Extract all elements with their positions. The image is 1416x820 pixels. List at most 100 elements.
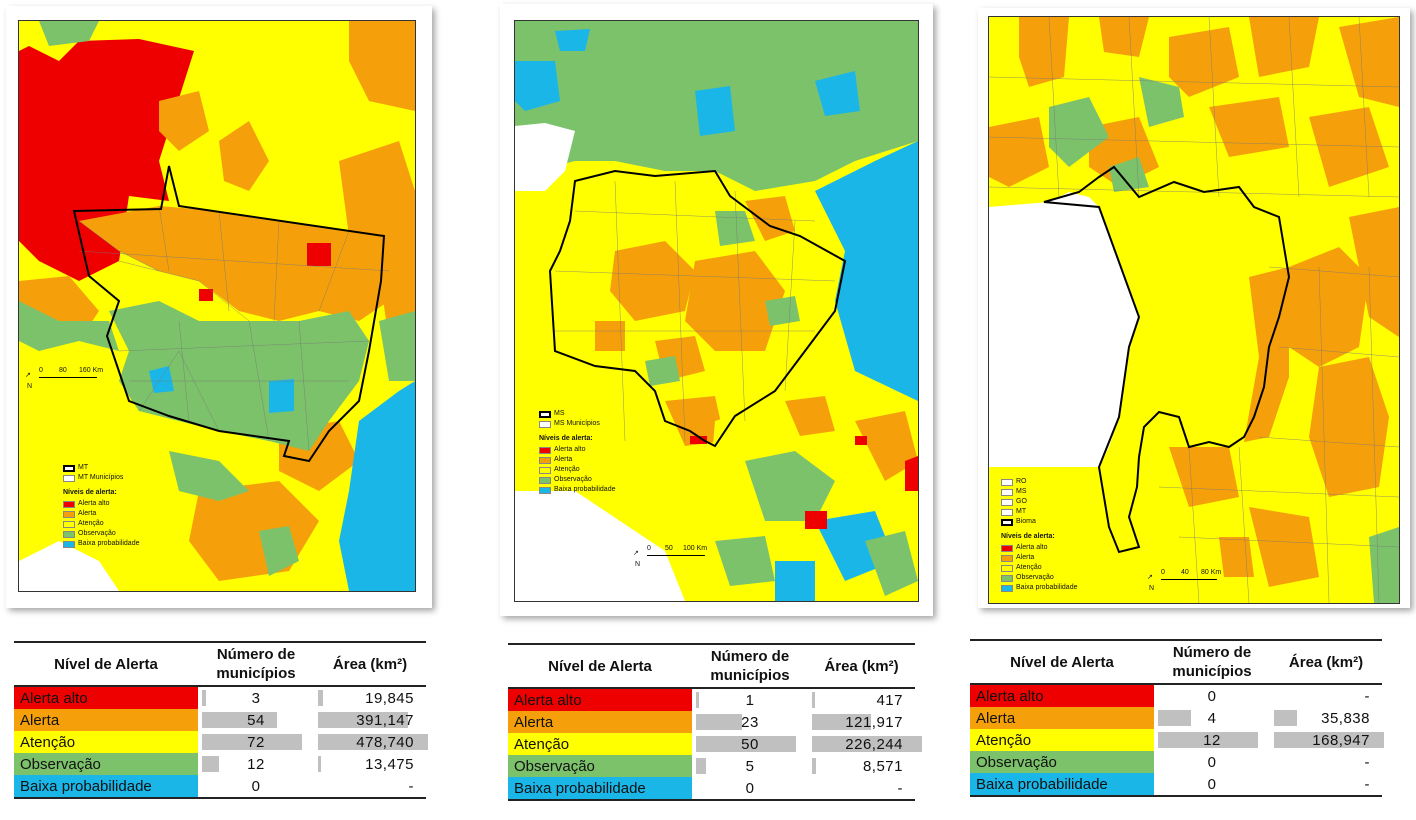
- legend-swatch-baixa: [1001, 584, 1013, 592]
- legend-municipios-swatch: [63, 474, 75, 482]
- table-header-row: Nível de Alerta Número de municípios Áre…: [970, 639, 1382, 685]
- area-databar: [812, 692, 815, 708]
- map-bioma: RO MS GO MT Bioma Níveis de alerta: Aler…: [988, 16, 1400, 604]
- map-ms-legend: MS MS Municípios Níveis de alerta: Alert…: [539, 409, 616, 495]
- table-header-row: Nível de Alerta Número de municípios Áre…: [508, 643, 915, 689]
- north-arrow-icon: ↗: [25, 372, 31, 379]
- legend-swatch-alerta: [1001, 554, 1013, 562]
- cell-area: 35,838: [1270, 707, 1382, 729]
- scale-tick-0: 0: [39, 367, 43, 374]
- legend-swatch-observacao: [1001, 574, 1013, 582]
- header-numero: Número de municípios: [1154, 639, 1270, 685]
- map-mt-legend: MT MT Municípios Níveis de alerta: Alert…: [63, 463, 140, 549]
- alert-table-mt: Nível de Alerta Número de municípios Áre…: [14, 641, 428, 799]
- area-databar: [1274, 732, 1384, 748]
- area-databar: [1274, 710, 1298, 726]
- legend-item: Observação: [554, 476, 592, 483]
- legend-title: Níveis de alerta:: [1001, 533, 1055, 540]
- legend-item: Baixa probabilidade: [1016, 584, 1078, 591]
- scale-line: [1161, 579, 1217, 580]
- area-value: 478,740: [356, 733, 414, 751]
- table-row: Atenção 12 168,947: [970, 729, 1384, 751]
- cell-area: 391,147: [314, 709, 426, 731]
- area-value: 121,917: [845, 713, 903, 731]
- scale-line: [647, 555, 705, 556]
- legend-swatch-alerta: [63, 510, 75, 518]
- area-value: 8,571: [862, 757, 903, 775]
- cell-area: 478,740: [314, 731, 428, 753]
- table-row: Alerta alto 3 19,845: [14, 686, 426, 709]
- legend-swatch-observacao: [63, 530, 75, 538]
- count-databar: [202, 734, 302, 750]
- count-databar: [202, 712, 277, 728]
- legend-item: Atenção: [554, 466, 580, 473]
- count-value: 0: [251, 777, 261, 795]
- cell-count: 1: [692, 688, 808, 711]
- map-ms-svg: [515, 21, 918, 601]
- alert-table-ms: Nível de Alerta Número de municípios Áre…: [508, 643, 922, 801]
- table-row: Baixa probabilidade 0 -: [14, 775, 426, 799]
- cell-level: Alerta alto: [970, 684, 1154, 707]
- area-value: 35,838: [1321, 709, 1370, 727]
- cell-count: 5: [692, 755, 808, 777]
- legend-swatch-alerta-alto: [539, 446, 551, 454]
- legend-item: Observação: [1016, 574, 1054, 581]
- cell-area: -: [1270, 684, 1382, 707]
- area-databar: [318, 690, 323, 706]
- cell-count: 0: [198, 775, 314, 799]
- scale-tick-1: 80: [59, 367, 67, 374]
- count-databar: [1158, 732, 1258, 748]
- scale-tick-1: 50: [665, 545, 673, 552]
- legend-swatch-observacao: [539, 476, 551, 484]
- header-nivel: Nível de Alerta: [14, 641, 198, 687]
- alert-table-bioma: Nível de Alerta Número de municípios Áre…: [970, 639, 1384, 797]
- cell-level: Alerta alto: [14, 686, 198, 709]
- area-databar: [318, 734, 428, 750]
- table-row: Baixa probabilidade 0 -: [970, 773, 1382, 797]
- legend-state-label: MT: [1016, 508, 1027, 515]
- cell-count: 3: [198, 686, 314, 709]
- count-databar: [696, 714, 742, 730]
- count-value: 12: [247, 755, 265, 773]
- table-row: Observação 0 -: [970, 751, 1382, 773]
- legend-item: Observação: [78, 530, 116, 537]
- table-body: Alerta alto 1 417 Alerta 23 121,917 Atenção 50 2…: [508, 688, 922, 801]
- area-value: -: [1364, 687, 1370, 705]
- legend-item: Baixa probabilidade: [78, 540, 140, 547]
- map-panel-ms: MS MS Municípios Níveis de alerta: Alert…: [500, 4, 933, 616]
- legend-state-swatch: [1001, 498, 1013, 506]
- count-value: 0: [1207, 753, 1217, 771]
- north-label: N: [635, 561, 641, 568]
- header-numero: Número de municípios: [198, 641, 314, 687]
- area-value: -: [408, 777, 414, 795]
- legend-boundary-swatch: [1001, 518, 1013, 526]
- cell-level: Baixa probabilidade: [14, 775, 198, 799]
- legend-municipios-label: MT Municípios: [78, 474, 124, 481]
- header-area: Área (km²): [808, 643, 915, 689]
- scale-tick-2: 160 Km: [79, 367, 104, 374]
- legend-swatch-alerta-alto: [63, 500, 75, 508]
- cell-count: 72: [198, 731, 314, 753]
- count-value: 4: [1207, 709, 1217, 727]
- count-value: 0: [1207, 775, 1217, 793]
- north-label: N: [27, 383, 33, 390]
- cell-count: 54: [198, 709, 314, 731]
- legend-state-swatch: [1001, 508, 1013, 516]
- count-databar: [696, 758, 706, 774]
- map-panel-bioma: RO MS GO MT Bioma Níveis de alerta: Aler…: [978, 8, 1410, 608]
- count-value: 0: [745, 779, 755, 797]
- legend-item: Alerta alto: [1016, 544, 1048, 551]
- table-row: Atenção 50 226,244: [508, 733, 922, 755]
- cell-level: Observação: [970, 751, 1154, 773]
- cell-count: 0: [1154, 773, 1270, 797]
- legend-state-swatch: [1001, 478, 1013, 486]
- cell-area: 226,244: [808, 733, 922, 755]
- cell-area: 13,475: [314, 753, 426, 775]
- north-arrow-icon: ↗: [633, 550, 639, 557]
- legend-swatch-atencao: [539, 466, 551, 474]
- area-value: 391,147: [356, 711, 414, 729]
- table-row: Baixa probabilidade 0 -: [508, 777, 915, 801]
- table-body: Alerta alto 3 19,845 Alerta 54 391,147 Atenção…: [14, 686, 428, 799]
- scale-tick-2: 80 Km: [1201, 569, 1222, 576]
- table-row: Alerta alto 0 -: [970, 684, 1382, 707]
